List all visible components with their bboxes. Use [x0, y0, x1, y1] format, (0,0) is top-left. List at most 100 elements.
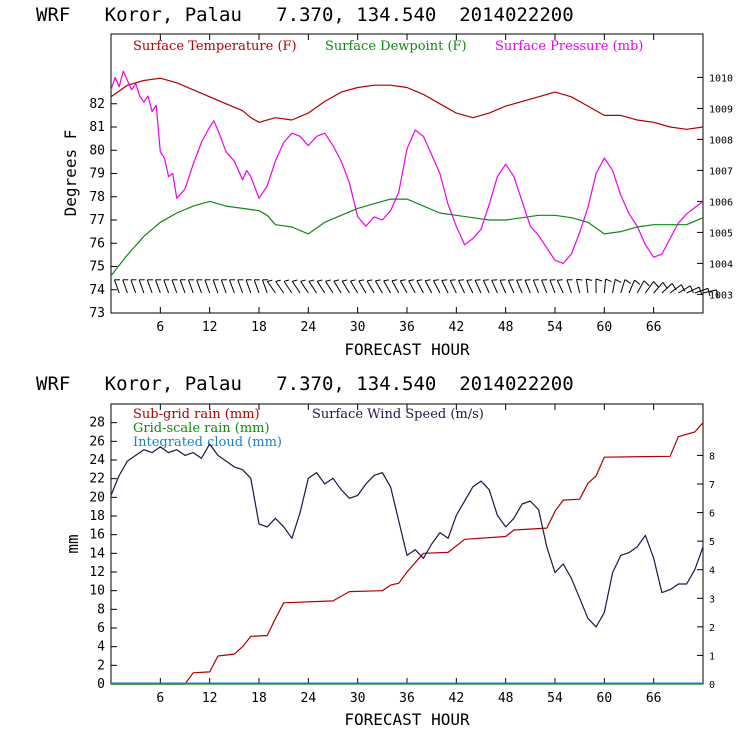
- chart1-y2tick-label: 1005: [709, 228, 733, 239]
- series-surface-dewpoint-f: [110, 198, 704, 277]
- wind-barb: [113, 279, 121, 294]
- wind-barb: [458, 279, 466, 294]
- wind-barb: [253, 279, 260, 294]
- chart1-y2tick-label: 1003: [709, 290, 733, 301]
- wind-barb: [516, 279, 523, 294]
- wind-barbs: [113, 278, 719, 298]
- chart1-ytick-label: 75: [89, 260, 105, 275]
- wind-barb: [196, 279, 203, 294]
- wind-barb: [171, 279, 178, 294]
- wind-barb: [645, 281, 659, 294]
- chart1-xtick-label: 6: [156, 320, 164, 335]
- wind-barb: [532, 279, 540, 294]
- wind-barb: [391, 279, 400, 294]
- chart1-y2tick-label: 1006: [709, 197, 733, 208]
- wind-barb: [549, 279, 556, 294]
- chart2-title: WRF Koror, Palau 7.370, 134.540 20140222…: [36, 373, 574, 395]
- wind-barb: [499, 279, 507, 294]
- chart2-xtick-label: 6: [156, 691, 164, 706]
- chart2-xtick-label: 54: [547, 691, 563, 706]
- wind-barb: [325, 279, 334, 294]
- chart2-ytick-label: 28: [89, 416, 105, 431]
- chart1-ticks: 6 12 18 24 30 36 42 48 54 60 66 73 74 75 76 77 78 79 80 81 8…: [89, 34, 733, 335]
- wind-barb: [566, 279, 573, 294]
- legend-sub-grid-rain: Sub-grid rain (mm): [133, 407, 260, 422]
- wind-barb: [694, 287, 711, 297]
- chart1-title: WRF Koror, Palau 7.370, 134.540 20140222…: [36, 4, 574, 26]
- wind-barb: [261, 279, 269, 294]
- chart1-xtick-label: 12: [202, 320, 218, 335]
- chart1-y2tick-label: 1007: [709, 166, 733, 177]
- chart2-y2tick-label: 0: [709, 680, 715, 691]
- wind-barb: [636, 280, 650, 294]
- chart2-xtick-label: 36: [399, 691, 415, 706]
- chart1-xtick-label: 42: [449, 320, 465, 335]
- chart1-xtick-label: 66: [646, 320, 662, 335]
- wind-barb: [220, 279, 227, 294]
- wind-barb: [449, 279, 457, 294]
- chart2-ytick-label: 6: [97, 621, 105, 636]
- chart2-y2tick-label: 6: [709, 509, 715, 520]
- wind-barb: [661, 283, 677, 294]
- wind-barb: [366, 279, 375, 294]
- wind-barb: [433, 279, 441, 294]
- wind-barb: [212, 279, 219, 294]
- chart2-y2tick-label: 1: [709, 651, 715, 662]
- chart1-y2tick-label: 1008: [709, 135, 733, 146]
- wind-barb: [576, 278, 583, 294]
- wind-barb: [204, 279, 211, 294]
- chart2-ticks: 6 12 18 24 30 36 42 48 54 60 660246810121416182022…: [89, 404, 715, 706]
- wind-barb: [524, 279, 531, 294]
- chart1-xtick-label: 36: [399, 320, 415, 335]
- wind-barb: [482, 279, 490, 294]
- wind-barb: [308, 279, 317, 294]
- chart1-ytick-label: 81: [89, 120, 105, 135]
- legend-surface-dewpoint: Surface Dewpoint (F): [325, 39, 467, 54]
- wind-barb: [245, 279, 252, 294]
- wind-barb: [595, 278, 603, 294]
- legend-surface-wind-speed: Surface Wind Speed (m/s): [312, 407, 484, 422]
- wind-barb: [416, 279, 424, 294]
- wind-barb: [341, 279, 350, 294]
- wind-barb: [275, 279, 285, 294]
- wind-barb: [300, 279, 309, 294]
- wind-barb: [155, 279, 162, 294]
- series-sub-grid-rain-mm: [111, 422, 704, 685]
- chart2-y2tick-label: 8: [709, 451, 715, 462]
- chart1-ytick-label: 82: [89, 97, 105, 112]
- chart2-xtick-label: 24: [301, 691, 317, 706]
- chart2-xtick-label: 60: [597, 691, 613, 706]
- legend-surface-temperature: Surface Temperature (F): [133, 39, 297, 54]
- wind-barb: [653, 282, 668, 294]
- legend-grid-scale-rain: Grid-scale rain (mm): [133, 421, 270, 436]
- wind-barb: [130, 279, 137, 294]
- chart1-series: [110, 70, 704, 277]
- wind-barb: [620, 279, 631, 294]
- wind-barb: [491, 279, 498, 294]
- chart2-series: [110, 422, 704, 685]
- wind-barb: [179, 279, 186, 294]
- chart2-xtick-label: 12: [202, 691, 218, 706]
- chart2-y2tick-label: 7: [709, 480, 715, 491]
- wind-barb: [603, 278, 612, 294]
- wind-barb: [163, 279, 170, 294]
- legend-integrated-cloud: Integrated cloud (mm): [133, 435, 282, 450]
- wind-barb: [612, 278, 622, 294]
- chart2-ytick-label: 24: [89, 453, 105, 468]
- wind-barb: [237, 279, 244, 294]
- chart2-y2tick-label: 4: [709, 566, 715, 577]
- chart2-ytick-label: 10: [89, 584, 105, 599]
- wind-barb: [291, 279, 301, 294]
- chart2-ytick-label: 16: [89, 528, 105, 543]
- wind-barb: [424, 279, 433, 294]
- chart1-ytick-label: 78: [89, 190, 105, 205]
- chart2-ytick-label: 12: [89, 565, 105, 580]
- wind-barb: [408, 279, 416, 294]
- wind-barb: [474, 279, 482, 294]
- wind-barb: [399, 279, 408, 294]
- chart2-ytick-label: 18: [89, 509, 105, 524]
- chart1-ytick-label: 77: [89, 213, 105, 228]
- wind-barb: [556, 279, 564, 294]
- wind-barb: [541, 279, 548, 294]
